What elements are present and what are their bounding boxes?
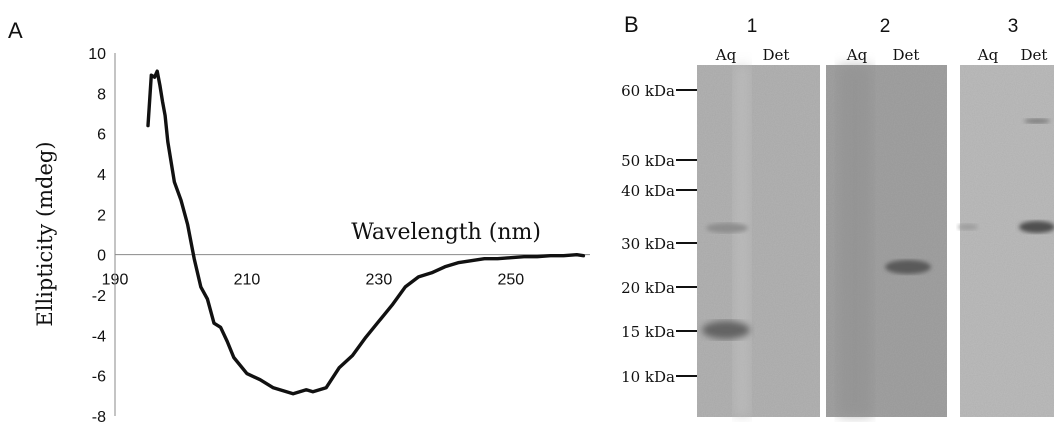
gel-3-band-aq-faint: [958, 224, 978, 230]
y-tick-label: 8: [97, 86, 106, 103]
gel-2-lane-det: Det: [893, 46, 920, 64]
gel-1: [697, 65, 820, 417]
ellipticity-series-line: [146, 69, 586, 396]
mw-marker-label: 15 kDa: [621, 323, 675, 341]
gel-1-band-aq-lower: [702, 321, 750, 339]
panel-a-label: A: [8, 18, 23, 43]
y-tick-label: -4: [92, 328, 106, 345]
gel-1-lane-det: Det: [763, 46, 790, 64]
x-tick-label: 250: [497, 272, 524, 289]
gel-1-band-aq-upper: [706, 223, 748, 233]
gel-3-band-det-upper: [1024, 118, 1050, 124]
x-axis-label: Wavelength (nm): [351, 220, 541, 245]
mw-marker-label: 40 kDa: [621, 182, 675, 200]
mw-markers: 60 kDa 50 kDa 40 kDa 30 kDa 20 kDa 15 kDa 10 k…: [621, 82, 697, 386]
gel-3-number: 3: [1008, 16, 1019, 37]
y-tick-label: -6: [92, 369, 106, 386]
mw-marker-label: 20 kDa: [621, 279, 675, 297]
y-axis-label: Ellipticity (mdeg): [33, 141, 57, 326]
y-tick-label: 0: [97, 248, 106, 265]
x-tick-label: 210: [234, 272, 261, 289]
mw-marker-label: 30 kDa: [621, 235, 675, 253]
gel-2-band-det: [885, 260, 931, 274]
gel-1-number: 1: [747, 16, 758, 37]
panel-b-gel-images: B 1 2 3 Aq Det Aq Det Aq De: [621, 12, 1054, 417]
gel-3: [958, 65, 1054, 417]
y-tick-label: 2: [97, 207, 106, 224]
gel-1-streak: [734, 65, 750, 417]
gel-2-number: 2: [880, 16, 891, 37]
gel-3-lane-det: Det: [1021, 46, 1048, 64]
y-tick-label: 10: [88, 46, 106, 63]
mw-marker-label: 10 kDa: [621, 368, 675, 386]
gel-3-lane-aq: Aq: [977, 46, 999, 64]
gel-2: [826, 65, 947, 417]
y-tick-label: -8: [92, 409, 106, 422]
y-tick-label: 6: [97, 127, 106, 144]
gel-3-band-det-lower: [1019, 221, 1054, 233]
x-tick-label: 230: [366, 272, 393, 289]
gel-2-smear: [838, 65, 872, 417]
y-tick-label: 4: [97, 167, 106, 184]
gel-1-lane-aq: Aq: [715, 46, 737, 64]
panel-b-label: B: [624, 12, 639, 37]
x-tick-labels: 190 210 230 250: [102, 272, 525, 289]
y-tick-labels: 10 8 6 4 2 0 -2 -4 -6 -8: [88, 46, 106, 422]
mw-marker-label: 60 kDa: [621, 82, 675, 100]
gel-3-membrane: [960, 65, 1054, 417]
gel-1-membrane: [697, 65, 820, 417]
y-tick-label: -2: [92, 288, 106, 305]
mw-marker-label: 50 kDa: [621, 152, 675, 170]
gel-2-lane-aq: Aq: [846, 46, 868, 64]
